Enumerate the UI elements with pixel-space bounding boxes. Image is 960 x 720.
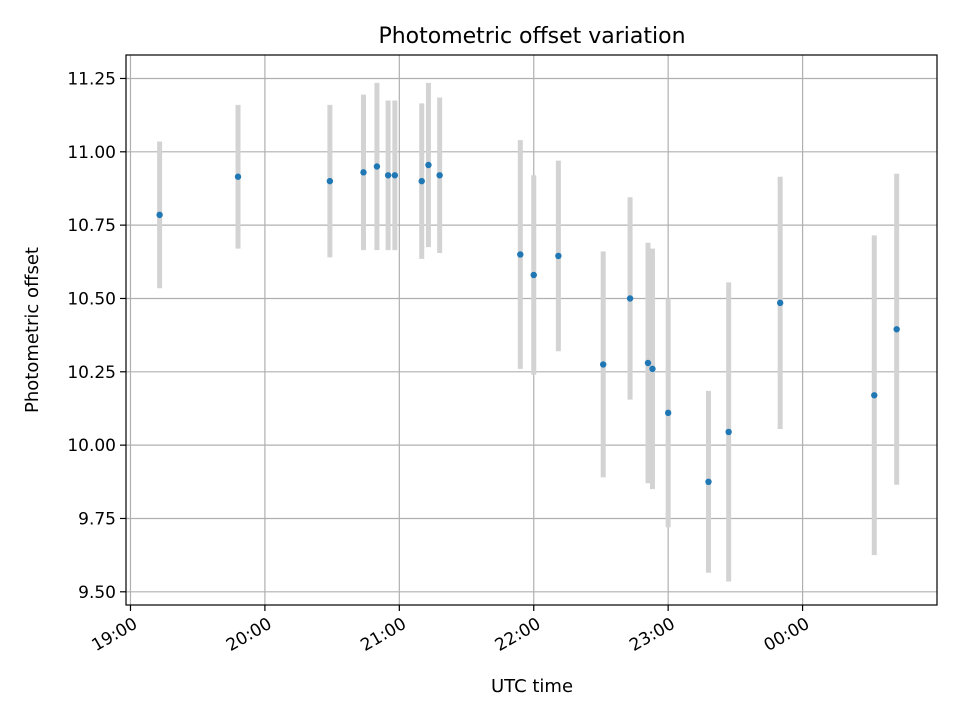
data-points [156, 161, 900, 485]
y-tick-label: 10.25 [67, 363, 116, 383]
data-point [326, 177, 334, 185]
data-point [649, 365, 656, 373]
data-point [893, 326, 900, 333]
y-tick-label: 10.50 [67, 289, 116, 309]
data-point [644, 359, 652, 367]
data-point [425, 161, 432, 169]
y-tick-label: 9.75 [78, 509, 116, 529]
data-point [517, 251, 524, 258]
data-point [384, 172, 392, 179]
data-point [871, 392, 878, 399]
y-axis-ticks: 9.50 9.75 10.00 10.25 10.50 10.75 11.00 11.25 [67, 69, 126, 603]
y-tick-label: 11.00 [67, 143, 116, 163]
data-point [776, 299, 784, 307]
chart-title: Photometric offset variation [378, 24, 685, 49]
y-tick-label: 11.25 [67, 69, 116, 89]
data-point [626, 295, 634, 302]
data-point [156, 211, 163, 219]
data-point [664, 409, 672, 417]
data-point [373, 163, 381, 170]
plot-frame [125, 54, 938, 606]
x-axis-label: UTC time [491, 676, 573, 697]
y-axis-label: Photometric offset [22, 247, 43, 413]
data-point [391, 172, 399, 179]
data-point [725, 428, 732, 436]
data-point [705, 478, 712, 485]
data-point [418, 177, 425, 185]
data-point [555, 252, 562, 260]
data-point [234, 173, 242, 180]
data-point [599, 361, 607, 368]
data-point [436, 172, 443, 179]
y-tick-label: 10.75 [67, 216, 116, 236]
y-tick-label: 9.50 [78, 583, 116, 603]
y-tick-label: 10.00 [67, 436, 116, 456]
data-point [360, 169, 367, 176]
data-point [530, 271, 537, 279]
